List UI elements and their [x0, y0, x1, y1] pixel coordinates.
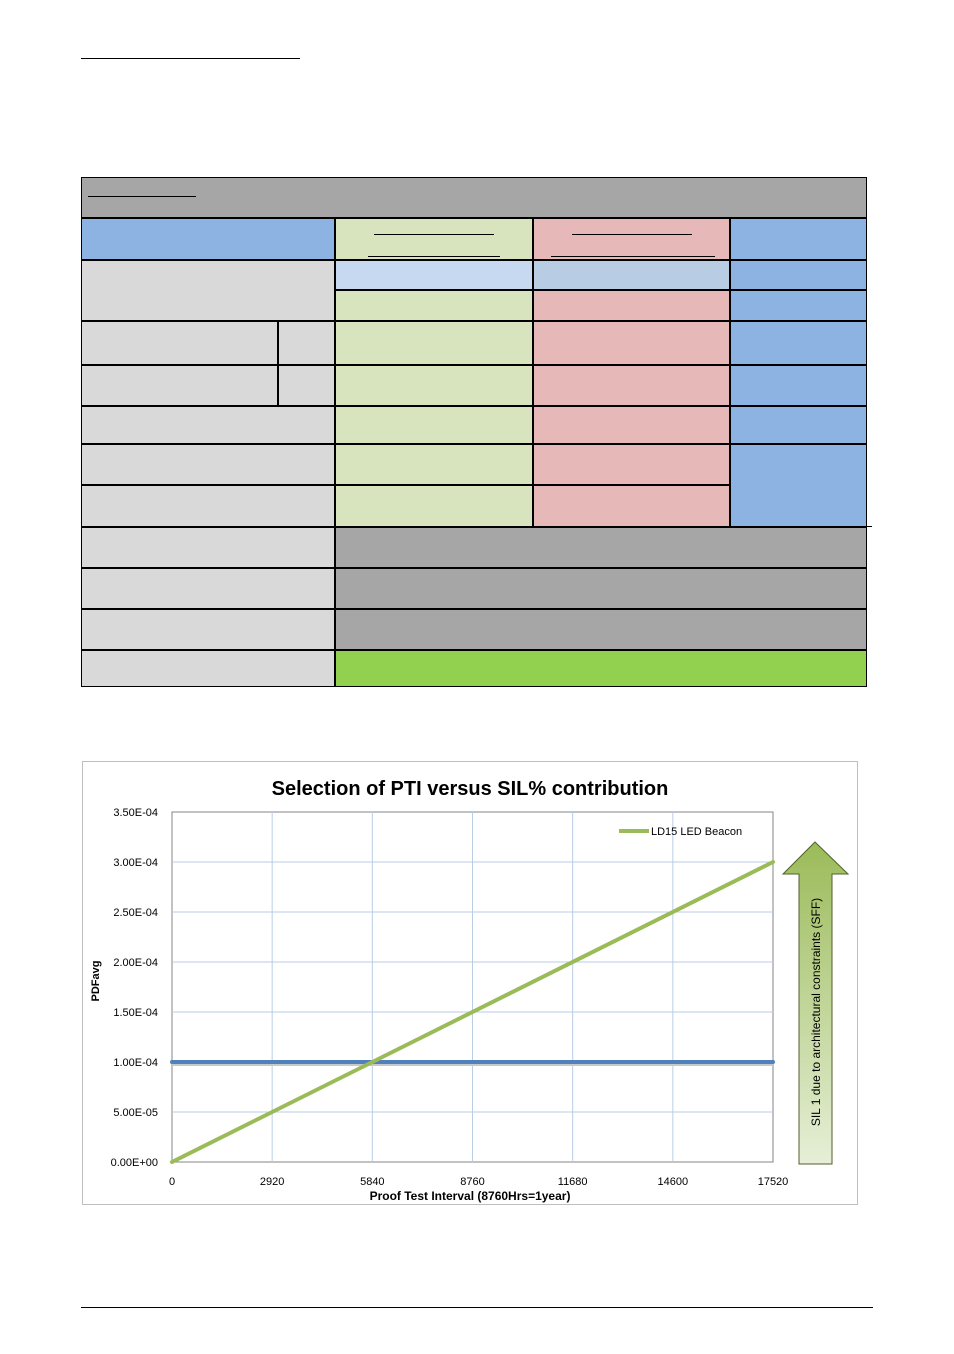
y-tick-label: 3.50E-04 [113, 807, 158, 819]
row-value-merged [335, 568, 867, 609]
legend-label: LD15 LED Beacon [651, 826, 742, 838]
row-label [81, 527, 335, 568]
y-tick-label: 2.50E-04 [113, 907, 158, 919]
x-tick-label: 14600 [658, 1176, 689, 1188]
y-tick-label: 1.00E-04 [113, 1057, 158, 1069]
row-label [81, 650, 335, 687]
row-value-merged [335, 527, 867, 568]
row-cell [335, 321, 533, 365]
row-label [81, 365, 278, 406]
x-tick-label: 17520 [758, 1176, 789, 1188]
row-label [81, 406, 335, 444]
row-cell [533, 321, 730, 365]
chart-grid [171, 811, 774, 1163]
row-value-merged [335, 650, 867, 687]
y-tick-label: 1.50E-04 [113, 1007, 158, 1019]
pti-chart: Selection of PTI versus SIL% contributio… [90, 778, 850, 1203]
chart-frame: Selection of PTI versus SIL% contributio… [82, 761, 858, 1205]
sil-arrow: SIL 1 due to architectural constraints (… [781, 841, 850, 1165]
row-unit [278, 365, 335, 406]
row-value-merged [335, 609, 867, 650]
series-line-0 [170, 860, 775, 1164]
header-underline [81, 58, 300, 59]
row-label [81, 260, 335, 321]
y-tick-label: 5.00E-05 [113, 1107, 158, 1119]
header-blue-cell [730, 218, 867, 260]
chart-title: Selection of PTI versus SIL% contributio… [272, 778, 669, 800]
row-cell [533, 260, 730, 290]
row-unit [278, 321, 335, 365]
header-green-cell [335, 218, 533, 260]
sil-data-table [81, 177, 867, 687]
row-cell [533, 485, 730, 527]
row-cell [533, 444, 730, 485]
row-cell [730, 321, 867, 365]
table-title-underline [88, 196, 196, 197]
row-cell [730, 365, 867, 406]
x-tick-label: 0 [169, 1176, 175, 1188]
row-cell [730, 406, 867, 444]
row-cell [335, 260, 533, 290]
legend: LD15 LED Beacon [619, 826, 742, 838]
table-edge-tick [866, 526, 872, 527]
y-tick-label: 0.00E+00 [111, 1157, 158, 1169]
row-cell [335, 290, 533, 321]
up-arrow-icon [781, 841, 850, 1165]
row-cell [533, 406, 730, 444]
row-cell-merged [730, 444, 867, 527]
row-label [81, 444, 335, 485]
x-tick-labels: 0 2920 5840 8760 11680 14600 17520 [169, 1176, 788, 1188]
y-axis-label: PDFavg [90, 961, 102, 1002]
row-cell [335, 485, 533, 527]
row-cell [335, 365, 533, 406]
x-tick-label: 11680 [558, 1176, 588, 1188]
row-cell [730, 290, 867, 321]
row-label [81, 609, 335, 650]
row-cell [533, 365, 730, 406]
footer-line [81, 1307, 873, 1308]
header-label-cell [81, 218, 335, 260]
sil-annotation: SIL 1 due to architectural constraints (… [809, 898, 823, 1126]
row-label [81, 568, 335, 609]
row-label [81, 485, 335, 527]
header-red-cell [533, 218, 730, 260]
series-layer [170, 860, 775, 1164]
x-tick-label: 5840 [360, 1176, 384, 1188]
y-tick-label: 3.00E-04 [113, 857, 158, 869]
row-cell [335, 406, 533, 444]
row-cell [730, 260, 867, 290]
row-cell [533, 290, 730, 321]
row-cell [335, 444, 533, 485]
x-axis-label: Proof Test Interval (8760Hrs=1year) [370, 1189, 571, 1203]
y-tick-label: 2.00E-04 [113, 957, 158, 969]
x-tick-label: 2920 [260, 1176, 284, 1188]
table-title-row [81, 177, 867, 218]
x-tick-label: 8760 [460, 1176, 484, 1188]
y-tick-labels: 0.00E+00 5.00E-05 1.00E-04 1.50E-04 2.00E-04… [111, 807, 158, 1169]
row-label [81, 321, 278, 365]
